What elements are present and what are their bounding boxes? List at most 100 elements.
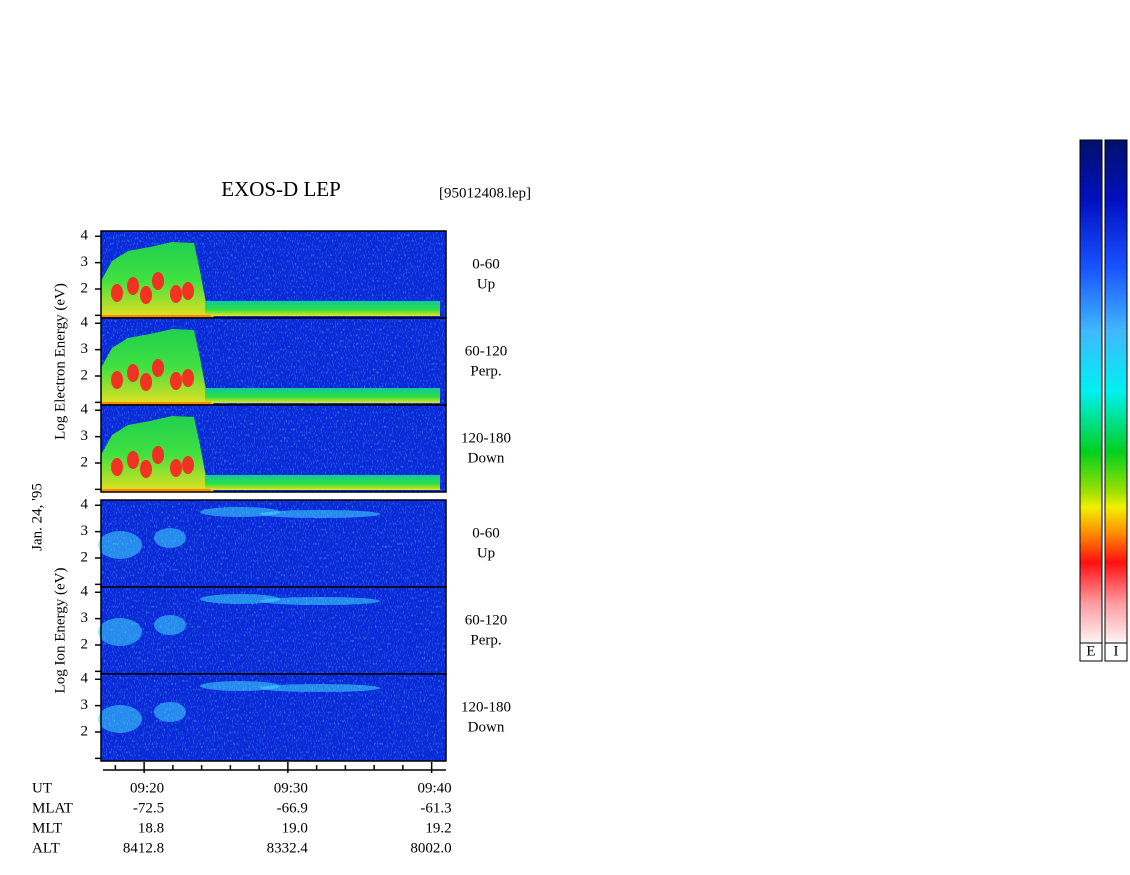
hot-spot xyxy=(170,459,182,477)
x-tick-label: 09:30 xyxy=(274,780,308,796)
hot-spot xyxy=(140,286,152,304)
ephemeris-value: 18.8 xyxy=(138,820,164,836)
hot-spot xyxy=(127,451,139,469)
hot-spot xyxy=(111,371,123,389)
ephemeris-value: 19.0 xyxy=(282,820,308,836)
ion-feature xyxy=(98,618,142,646)
low-energy-band xyxy=(205,475,440,490)
ephemeris-label: MLT xyxy=(32,820,62,836)
spectrogram-panel xyxy=(98,586,447,675)
panel-frame xyxy=(100,404,447,493)
spectrogram-panel xyxy=(100,317,447,406)
y-tick-label: 4 xyxy=(81,497,89,513)
hot-spot xyxy=(182,282,194,300)
ephemeris-value: 8412.8 xyxy=(123,840,164,856)
y-tick-label: 3 xyxy=(81,254,89,270)
color-bar-box xyxy=(1104,642,1128,662)
color-bar xyxy=(1104,139,1128,644)
ephemeris-value: 19.2 xyxy=(425,820,451,836)
spectrogram-panel xyxy=(98,499,447,588)
pitch-angle: 60-120 xyxy=(465,343,508,359)
ephemeris-value: -61.3 xyxy=(420,800,451,816)
direction: Perp. xyxy=(470,363,501,379)
ephemeris-value: -72.5 xyxy=(133,800,164,816)
hot-spot xyxy=(152,359,164,377)
y-tick-label: 3 xyxy=(81,697,89,713)
color-bar-box xyxy=(1079,642,1103,662)
hot-spot xyxy=(152,446,164,464)
color-bar-label: I xyxy=(1114,643,1119,659)
direction: Up xyxy=(477,276,495,292)
band-edge xyxy=(101,315,211,318)
ion-feature xyxy=(98,705,142,733)
y-axis-label: Log Electron Energy (eV) xyxy=(52,283,68,440)
hot-spot xyxy=(127,364,139,382)
hot-spot xyxy=(170,372,182,390)
ion-feature xyxy=(260,597,380,605)
hot-spot xyxy=(111,458,123,476)
ion-feature xyxy=(154,528,186,548)
hot-spot xyxy=(170,285,182,303)
x-tick-label: 09:20 xyxy=(130,780,164,796)
y-tick-label: 4 xyxy=(81,228,89,244)
low-energy-band xyxy=(205,301,440,316)
ephemeris-value: 8002.0 xyxy=(410,840,451,856)
y-tick-label: 2 xyxy=(81,549,89,565)
x-axis-label: UT xyxy=(32,780,52,796)
hot-spot xyxy=(140,460,152,478)
y-tick-label: 2 xyxy=(81,454,89,470)
pitch-angle: 120-180 xyxy=(461,699,511,715)
hot-spot xyxy=(152,272,164,290)
ephemeris-value: 8332.4 xyxy=(267,840,309,856)
ephemeris-label: ALT xyxy=(32,840,60,856)
color-bar-label: E xyxy=(1086,643,1095,659)
y-tick-label: 2 xyxy=(81,723,89,739)
pitch-angle: 0-60 xyxy=(472,525,500,541)
y-tick-label: 4 xyxy=(81,402,89,418)
title: EXOS-D LEP xyxy=(221,177,341,201)
hot-spot xyxy=(182,369,194,387)
date-label: Jan. 24, '95 xyxy=(29,483,45,551)
hot-spot xyxy=(140,373,152,391)
ion-feature xyxy=(154,615,186,635)
direction: Down xyxy=(468,450,505,466)
ion-feature xyxy=(98,531,142,559)
direction: Down xyxy=(468,719,505,735)
y-tick-label: 3 xyxy=(81,523,89,539)
y-axis-label: Log Ion Energy (eV) xyxy=(52,568,68,694)
ion-feature xyxy=(200,594,280,604)
direction: Perp. xyxy=(470,632,501,648)
ion-feature xyxy=(260,684,380,692)
y-tick-label: 2 xyxy=(81,280,89,296)
spectrogram-panel xyxy=(100,230,447,319)
y-tick-label: 3 xyxy=(81,610,89,626)
pitch-angle: 0-60 xyxy=(472,256,500,272)
ephemeris-value: -66.9 xyxy=(277,800,308,816)
spectrogram-panel xyxy=(100,404,447,493)
y-tick-label: 3 xyxy=(81,341,89,357)
ion-feature xyxy=(200,681,280,691)
y-tick-label: 2 xyxy=(81,367,89,383)
direction: Up xyxy=(477,545,495,561)
ion-feature xyxy=(154,702,186,722)
ephemeris-label: MLAT xyxy=(32,800,73,816)
spectrogram-panel xyxy=(98,673,447,762)
ion-feature xyxy=(260,510,380,518)
low-energy-band xyxy=(205,388,440,403)
y-tick-label: 4 xyxy=(81,671,89,687)
y-tick-label: 4 xyxy=(81,315,89,331)
band-edge xyxy=(101,402,211,405)
x-tick-label: 09:40 xyxy=(417,780,451,796)
y-tick-label: 3 xyxy=(81,428,89,444)
panel-frame xyxy=(100,673,447,762)
file-name: [95012408.lep] xyxy=(439,185,531,201)
pitch-angle: 120-180 xyxy=(461,430,511,446)
hot-spot xyxy=(111,284,123,302)
band-edge xyxy=(101,489,211,492)
hot-spot xyxy=(127,277,139,295)
color-bar xyxy=(1079,139,1103,644)
y-tick-label: 4 xyxy=(81,584,89,600)
ion-feature xyxy=(200,507,280,517)
y-tick-label: 2 xyxy=(81,636,89,652)
